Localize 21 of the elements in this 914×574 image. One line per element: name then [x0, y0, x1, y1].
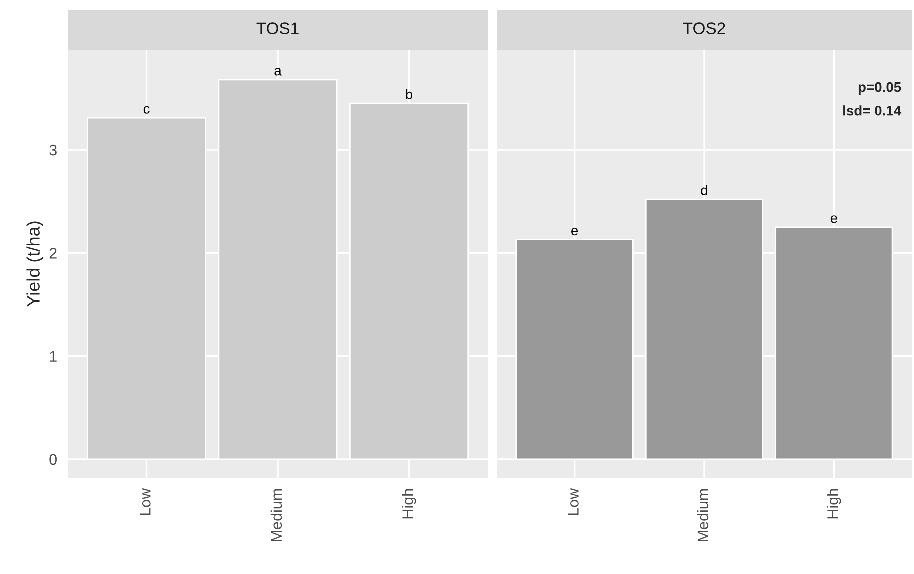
annotation: a	[274, 68, 282, 76]
chart-title: TOS2	[683, 22, 726, 34]
x-tick-label: High	[402, 489, 416, 519]
x-tick-label: Low	[140, 488, 151, 516]
annotation: d	[701, 185, 708, 196]
x-tick-label: Medium	[270, 489, 282, 542]
y-tick-label: 1	[50, 351, 57, 362]
x-tick-label: High	[827, 489, 842, 519]
annotation: lsd= 0.14	[844, 106, 902, 116]
y-tick-label: 0	[50, 454, 57, 466]
y-tick-label: 2	[50, 248, 57, 259]
annotation: b	[406, 89, 413, 100]
x-tick-label: Low	[568, 488, 579, 516]
annotation: e	[572, 228, 578, 236]
y-axis-title: Yield (t/ha)	[26, 222, 44, 307]
chart-title: TOS1	[256, 22, 299, 34]
annotation: p=0.05	[858, 82, 902, 95]
annotation: c	[144, 106, 150, 114]
annotation: e	[830, 216, 838, 224]
x-tick-label: Medium	[697, 489, 709, 542]
y-tick-label: 3	[50, 144, 57, 156]
